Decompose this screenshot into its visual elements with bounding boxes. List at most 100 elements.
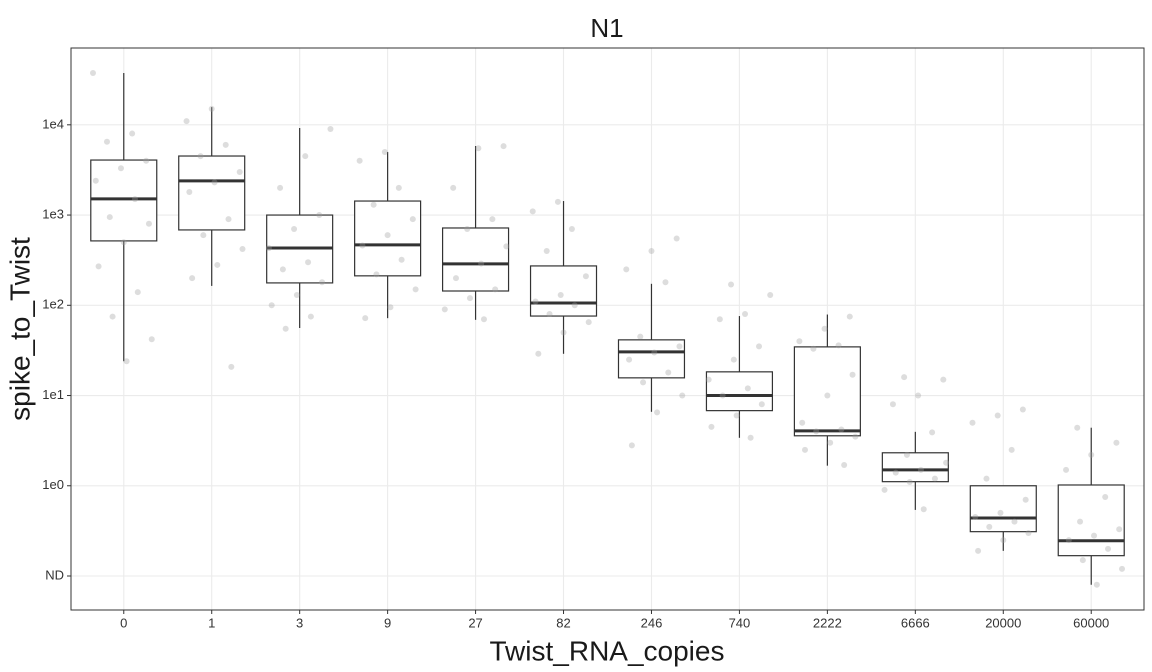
point xyxy=(395,184,402,191)
point xyxy=(441,306,448,313)
point xyxy=(728,281,735,288)
point xyxy=(983,475,990,482)
point xyxy=(148,336,155,343)
point xyxy=(464,226,471,233)
point xyxy=(744,385,751,392)
point xyxy=(813,428,820,435)
point xyxy=(571,302,578,309)
box xyxy=(90,159,158,242)
point xyxy=(733,412,740,419)
x-tick-label: 3 xyxy=(296,615,303,630)
point xyxy=(637,333,644,340)
point xyxy=(370,201,377,208)
point xyxy=(1088,451,1095,458)
x-tick-label: 20000 xyxy=(985,615,1021,630)
x-axis-title: Twist_RNA_copies xyxy=(490,635,725,666)
x-tick-label: 2222 xyxy=(813,615,842,630)
point xyxy=(120,239,127,246)
box xyxy=(529,265,598,317)
point xyxy=(568,226,575,233)
point xyxy=(529,208,536,215)
point xyxy=(145,220,152,227)
point xyxy=(1011,518,1018,525)
point xyxy=(327,125,334,132)
point xyxy=(705,376,712,383)
chart-title: N1 xyxy=(590,13,623,43)
point xyxy=(143,157,150,164)
point xyxy=(103,138,110,145)
point xyxy=(1025,529,1032,536)
y-tick-label: 1e1 xyxy=(42,387,64,402)
point xyxy=(211,179,218,186)
point xyxy=(1093,581,1100,588)
point xyxy=(214,261,221,268)
point xyxy=(915,392,922,399)
point xyxy=(940,376,947,383)
panel xyxy=(71,48,1144,610)
y-tick-label: 1e3 xyxy=(42,206,64,221)
y-tick-label: 1e2 xyxy=(42,297,64,312)
point xyxy=(917,466,924,473)
point xyxy=(835,342,842,349)
point xyxy=(492,286,499,293)
point xyxy=(1113,439,1120,446)
point xyxy=(92,177,99,184)
x-tick-label: 740 xyxy=(729,615,751,630)
point xyxy=(1019,406,1026,413)
point xyxy=(409,216,416,223)
point xyxy=(881,486,888,493)
point xyxy=(796,338,803,345)
point xyxy=(747,434,754,441)
point xyxy=(972,514,979,521)
point xyxy=(841,461,848,468)
point xyxy=(1000,537,1007,544)
point xyxy=(109,313,116,320)
point xyxy=(189,275,196,282)
point xyxy=(123,358,130,365)
point xyxy=(557,292,564,299)
point xyxy=(756,343,763,350)
point xyxy=(546,311,553,318)
point xyxy=(799,419,806,426)
x-tick-label: 60000 xyxy=(1073,615,1109,630)
box xyxy=(178,155,246,231)
point xyxy=(626,356,633,363)
point xyxy=(1063,466,1070,473)
point xyxy=(824,392,831,399)
point xyxy=(730,356,737,363)
box xyxy=(1057,484,1125,557)
point xyxy=(480,316,487,323)
point xyxy=(381,148,388,155)
point xyxy=(1008,446,1015,453)
point xyxy=(767,292,774,299)
box xyxy=(881,452,949,483)
point xyxy=(265,245,272,252)
x-tick-label: 1 xyxy=(208,615,215,630)
point xyxy=(316,212,323,219)
point xyxy=(758,401,765,408)
point xyxy=(676,343,683,350)
x-tick-label: 27 xyxy=(468,615,482,630)
point xyxy=(920,506,927,513)
point xyxy=(225,216,232,223)
point xyxy=(268,302,275,309)
y-tick-label: 1e0 xyxy=(42,477,64,492)
point xyxy=(89,70,96,77)
point xyxy=(293,292,300,299)
point xyxy=(997,509,1004,516)
point xyxy=(236,168,243,175)
point xyxy=(412,286,419,293)
point xyxy=(277,184,284,191)
point xyxy=(1079,557,1086,564)
point xyxy=(742,311,749,318)
y-tick-label: 1e4 xyxy=(42,116,64,131)
point xyxy=(535,350,542,357)
point xyxy=(889,401,896,408)
point xyxy=(1074,424,1081,431)
point xyxy=(359,242,366,249)
x-tick-label: 9 xyxy=(384,615,391,630)
point xyxy=(450,184,457,191)
point xyxy=(279,266,286,273)
point xyxy=(975,547,982,554)
